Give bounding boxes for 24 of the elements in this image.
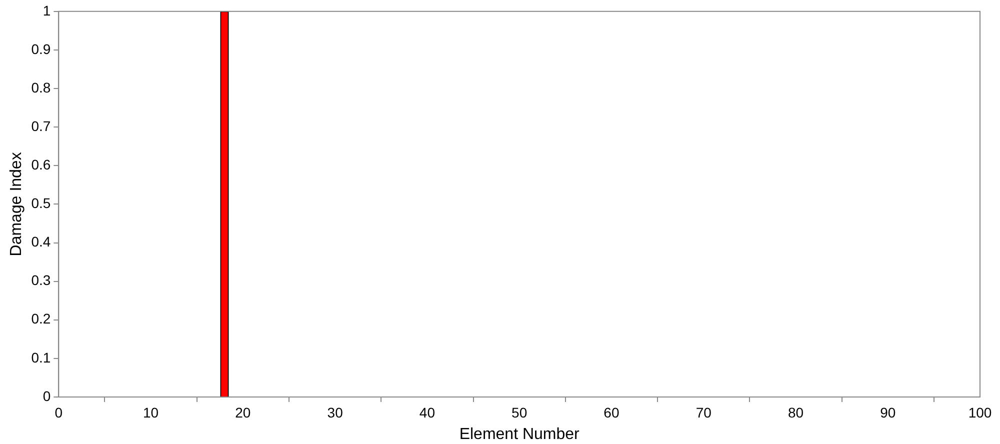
x-tick-label: 0: [54, 404, 63, 420]
y-tick-label: 0.1: [31, 349, 51, 366]
x-tick-label: 50: [512, 404, 528, 420]
x-tick-label: 100: [968, 404, 992, 420]
y-tick-label: 0.2: [31, 310, 51, 327]
y-tick-label: 0.6: [31, 156, 51, 172]
y-tick-label: 0.7: [31, 118, 51, 134]
y-tick-label: 0.9: [31, 40, 51, 57]
y-axis-title: Damage Index: [8, 152, 26, 256]
y-tick-label: 0.4: [31, 234, 51, 250]
y-tick-label: 0.3: [31, 272, 51, 288]
y-tick-label: 0.5: [31, 195, 51, 212]
x-tick-label: 10: [143, 404, 159, 420]
y-tick-label: 0.8: [31, 79, 51, 96]
x-tick-label: 20: [235, 404, 251, 420]
y-tick-label: 0: [42, 388, 51, 404]
x-tick-label: 80: [788, 404, 804, 420]
y-tick-label: 1: [42, 2, 51, 18]
x-tick-label: 70: [696, 404, 712, 420]
x-axis-title: Element Number: [459, 426, 580, 443]
x-tick-label: 40: [419, 404, 436, 420]
x-tick-label: 30: [327, 404, 344, 420]
x-tick-label: 90: [880, 404, 896, 420]
x-tick-label: 60: [604, 404, 620, 420]
